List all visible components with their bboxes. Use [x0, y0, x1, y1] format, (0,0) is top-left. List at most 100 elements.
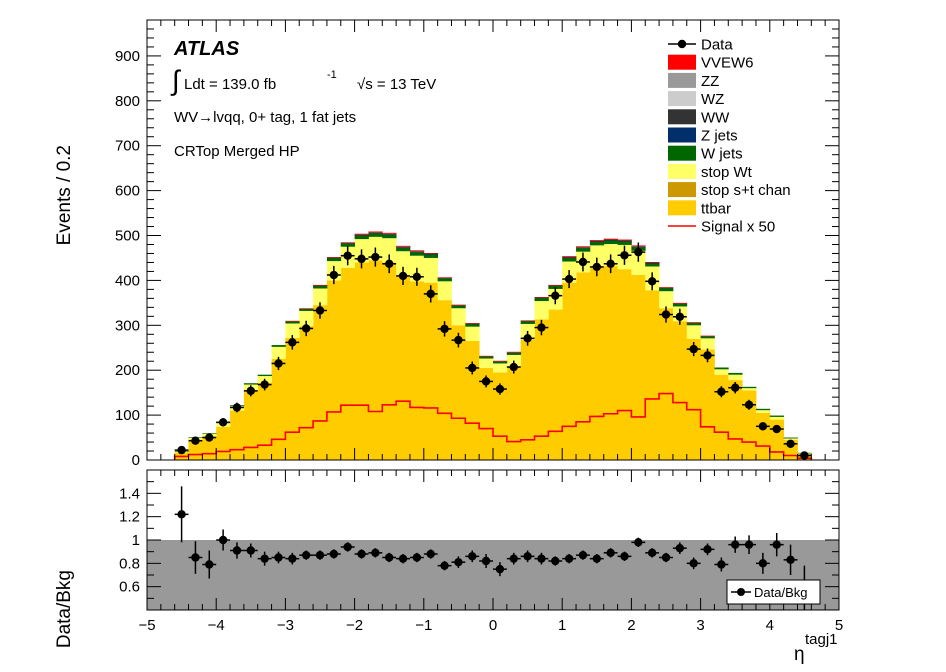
stack-bar-stop-wt	[479, 358, 494, 368]
stack-bar-ttbar	[326, 280, 342, 460]
y-tick-label: 100	[115, 407, 140, 424]
stack-bar-w-jets	[493, 361, 508, 364]
x-axis-label-sup: tagj1	[805, 631, 838, 648]
stack-bar-ttbar	[382, 262, 397, 460]
stack-bar-ttbar	[354, 262, 369, 460]
stack-bar-ttbar	[534, 319, 549, 460]
stack-bar-ww	[576, 247, 591, 248]
stack-bar-ttbar	[700, 349, 715, 460]
stack-bar-w-jets	[520, 321, 535, 324]
data-point	[315, 306, 325, 315]
stack-bar-w-jets	[437, 278, 452, 282]
data-point	[412, 272, 422, 282]
stack-bar-ww	[354, 234, 369, 236]
ratio-point	[412, 553, 422, 562]
data-point	[537, 323, 546, 332]
stack-layer	[174, 231, 812, 460]
legend-label-signal-x-50: Signal x 50	[701, 219, 775, 236]
legend-swatch-vvew6	[668, 54, 696, 70]
x-tick-label: 0	[489, 617, 497, 634]
ratio-point	[260, 554, 269, 563]
stack-bar-ttbar	[548, 309, 563, 460]
stack-bar-ttbar	[479, 367, 494, 460]
stack-bar-w-jets	[714, 367, 729, 370]
ratio-point	[578, 550, 588, 560]
data-point	[523, 334, 532, 343]
ratio-point	[440, 561, 449, 570]
stack-bar-w-jets	[368, 233, 383, 237]
ratio-point	[218, 535, 228, 545]
data-point	[481, 377, 491, 386]
stack-bar-ww	[672, 303, 688, 304]
stack-bar-vvew6	[409, 250, 425, 252]
data-point	[288, 338, 297, 347]
legend-label-data: Data	[701, 37, 733, 54]
stack-bar-ttbar	[313, 305, 328, 460]
stack-bar-stop-wt	[382, 238, 397, 263]
ratio-point	[758, 559, 768, 568]
x-tick-label: 3	[696, 617, 704, 634]
stack-bar-ttbar	[520, 339, 535, 460]
stack-bar-stop-wt	[423, 257, 439, 283]
ratio-point	[398, 554, 408, 563]
data-point	[301, 324, 311, 333]
data-layer	[174, 242, 812, 460]
stack-bar-ww	[534, 297, 549, 299]
ratio-point	[647, 548, 657, 558]
stack-bar-stop-wt	[534, 301, 549, 320]
ratio-y-tick-label: 1.2	[119, 509, 140, 526]
stack-bar-w-jets	[603, 240, 618, 245]
stack-bar-w-jets	[576, 248, 591, 252]
ratio-point	[191, 553, 200, 562]
stack-bar-ttbar	[631, 275, 646, 460]
stack-bar-w-jets	[506, 352, 522, 355]
stack-bar-vvew6	[382, 232, 397, 234]
stack-bar-ttbar	[686, 338, 701, 460]
stack-bar-vvew6	[562, 256, 577, 258]
legend-swatch-stop-s-t-chan	[668, 182, 696, 198]
y-axis-label-bottom: Data/Bkg	[54, 570, 75, 648]
stack-bar-ttbar	[465, 341, 480, 460]
stack-bar-vvew6	[368, 231, 383, 233]
data-point	[246, 386, 255, 396]
ratio-y-tick-label: 1.4	[119, 485, 140, 502]
stack-bar-w-jets	[686, 322, 701, 326]
legend-label-vvew6: VVEW6	[701, 55, 754, 72]
stack-bar-w-jets	[313, 285, 328, 289]
stack-bar-stop-wt	[755, 410, 771, 413]
stack-bar-ww	[382, 233, 397, 235]
legend-swatch-stop-wt	[668, 163, 696, 179]
stack-bar-w-jets	[742, 386, 757, 389]
stack-bar-w-jets	[659, 288, 674, 292]
signal-layer	[173, 392, 813, 460]
data-point	[218, 418, 228, 427]
stack-bar-z-jets	[368, 232, 383, 234]
ratio-point	[177, 510, 186, 519]
ratio-point	[551, 556, 560, 566]
stack-bar-vvew6	[672, 302, 688, 304]
stack-bar-w-jets	[257, 374, 272, 377]
data-point	[703, 351, 712, 360]
data-point	[398, 271, 408, 281]
ratio-point	[371, 548, 380, 558]
stack-bar-ttbar	[271, 358, 286, 460]
stack-bar-stop-wt	[437, 281, 452, 301]
stack-bar-stop-wt	[313, 288, 328, 306]
stack-bar-ttbar	[451, 325, 466, 460]
stack-bar-ttbar	[506, 365, 522, 460]
stack-bar-vvew6	[354, 233, 369, 235]
stack-bar-ww	[520, 320, 535, 322]
x-tick-label: 2	[627, 617, 635, 634]
stack-bar-w-jets	[326, 257, 342, 262]
ratio-point	[495, 564, 505, 574]
stack-bar-z-jets	[423, 253, 439, 255]
stack-bar-ttbar	[396, 275, 411, 460]
stack-bar-ww	[617, 240, 632, 242]
lumi-label: Ldt = 139.0 fb	[184, 76, 276, 93]
stack-bar-stop-wt	[299, 310, 314, 327]
stack-bar-ww	[340, 242, 355, 244]
ratio-point	[232, 546, 242, 555]
stack-bar-w-jets	[534, 297, 549, 302]
stack-bar-vvew6	[686, 322, 701, 323]
